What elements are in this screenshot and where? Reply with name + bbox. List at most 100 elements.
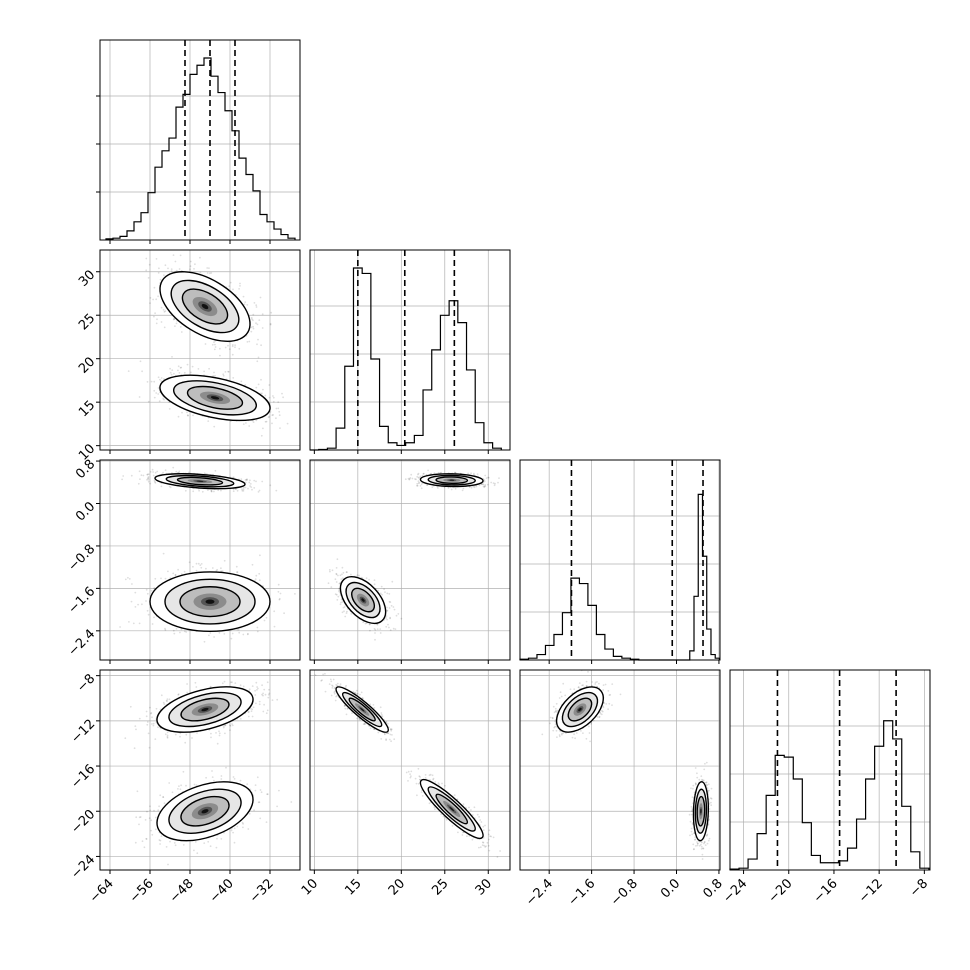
sample-point xyxy=(483,485,486,488)
sample-point xyxy=(395,614,398,617)
sample-point xyxy=(162,309,165,311)
sample-point xyxy=(249,485,252,487)
sample-point xyxy=(177,369,179,372)
sample-point xyxy=(231,353,234,356)
histogram-p0 xyxy=(96,39,301,244)
sample-point xyxy=(162,471,165,474)
sample-point xyxy=(486,483,489,486)
sample-point xyxy=(149,471,152,473)
sample-point xyxy=(153,389,156,392)
sample-point xyxy=(198,489,201,492)
sample-point xyxy=(157,295,160,298)
sample-point xyxy=(252,327,255,330)
sample-point xyxy=(164,310,167,312)
sample-point xyxy=(240,380,243,383)
sample-point xyxy=(339,603,342,606)
sample-point xyxy=(245,422,247,424)
density-layer xyxy=(119,466,296,643)
sample-point xyxy=(124,578,127,581)
axes-frame xyxy=(309,249,511,451)
sample-point xyxy=(255,574,258,577)
sample-point xyxy=(172,466,175,469)
sample-point xyxy=(270,311,273,314)
sample-point xyxy=(145,257,148,260)
sample-point xyxy=(408,478,411,481)
sample-point xyxy=(217,489,220,492)
sample-point xyxy=(169,367,172,370)
sample-point xyxy=(164,264,167,267)
sample-point xyxy=(431,486,434,489)
sample-point xyxy=(210,489,213,492)
sample-point xyxy=(189,268,191,271)
sample-point xyxy=(152,471,155,473)
sample-point xyxy=(483,480,486,482)
axes-frame xyxy=(99,249,301,451)
sample-point xyxy=(473,472,475,475)
sample-point xyxy=(260,344,262,347)
sample-point xyxy=(119,626,121,628)
sample-point xyxy=(168,485,171,488)
sample-point xyxy=(153,315,155,318)
sample-point xyxy=(239,285,241,287)
sample-point xyxy=(151,623,154,625)
histogram-step xyxy=(729,720,930,870)
sample-point xyxy=(494,482,496,485)
sample-point xyxy=(261,313,264,316)
sample-point xyxy=(400,617,403,620)
sample-point xyxy=(137,603,140,606)
sample-point xyxy=(242,423,245,425)
sample-point xyxy=(188,561,191,564)
sample-point xyxy=(151,468,154,471)
sample-point xyxy=(260,378,262,381)
sample-point xyxy=(203,640,206,643)
sample-point xyxy=(257,338,259,341)
sample-point xyxy=(368,623,371,626)
sample-point xyxy=(159,278,162,281)
sample-point xyxy=(269,323,272,326)
sample-point xyxy=(259,554,261,557)
sample-point xyxy=(493,484,496,487)
y-tick-label: −0.8 xyxy=(65,542,98,575)
sample-point xyxy=(218,631,221,634)
sample-point xyxy=(286,422,289,425)
sample-point xyxy=(341,573,343,576)
density-contour xyxy=(201,303,209,310)
sample-point xyxy=(252,319,254,322)
sample-point xyxy=(195,569,198,572)
sample-point xyxy=(211,567,214,569)
x-tick-label: −16 xyxy=(811,876,841,906)
sample-point xyxy=(236,571,239,573)
sample-point xyxy=(261,480,264,483)
sample-point xyxy=(236,628,239,631)
y-tick-label: −1.6 xyxy=(65,584,98,617)
sample-point xyxy=(207,420,210,422)
sample-point xyxy=(160,377,163,379)
sample-point xyxy=(164,469,167,472)
sample-point xyxy=(152,298,155,301)
sample-point xyxy=(417,473,419,476)
sample-point xyxy=(236,571,238,573)
sample-point xyxy=(185,631,188,633)
sample-point xyxy=(199,271,202,274)
sample-point xyxy=(485,477,488,479)
sample-point xyxy=(482,485,485,488)
y-tick-label: −2.4 xyxy=(65,627,98,660)
sample-point xyxy=(389,616,391,619)
sample-point xyxy=(147,478,150,481)
sample-point xyxy=(127,370,130,372)
sample-point xyxy=(179,631,181,634)
y-tick-label: 15 xyxy=(76,398,98,420)
sample-point xyxy=(146,478,148,481)
sample-point xyxy=(208,267,210,269)
sample-point xyxy=(167,570,169,573)
sample-point xyxy=(268,384,271,386)
sample-point xyxy=(376,628,379,630)
sample-point xyxy=(157,393,160,395)
sample-point xyxy=(146,477,149,480)
sample-point xyxy=(264,394,267,397)
sample-point xyxy=(407,477,410,480)
sample-point xyxy=(258,579,261,581)
sample-point xyxy=(146,473,149,476)
sample-point xyxy=(186,414,189,417)
sample-point xyxy=(164,627,166,630)
